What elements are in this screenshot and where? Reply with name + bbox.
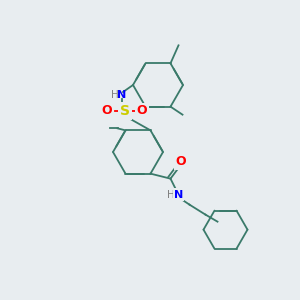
Text: O: O	[137, 104, 147, 118]
Text: N: N	[174, 190, 183, 200]
Text: H: H	[167, 190, 174, 200]
Text: S: S	[120, 104, 130, 118]
Text: O: O	[102, 104, 112, 118]
Text: H: H	[111, 90, 119, 100]
Text: O: O	[175, 155, 186, 168]
Text: N: N	[117, 90, 127, 100]
